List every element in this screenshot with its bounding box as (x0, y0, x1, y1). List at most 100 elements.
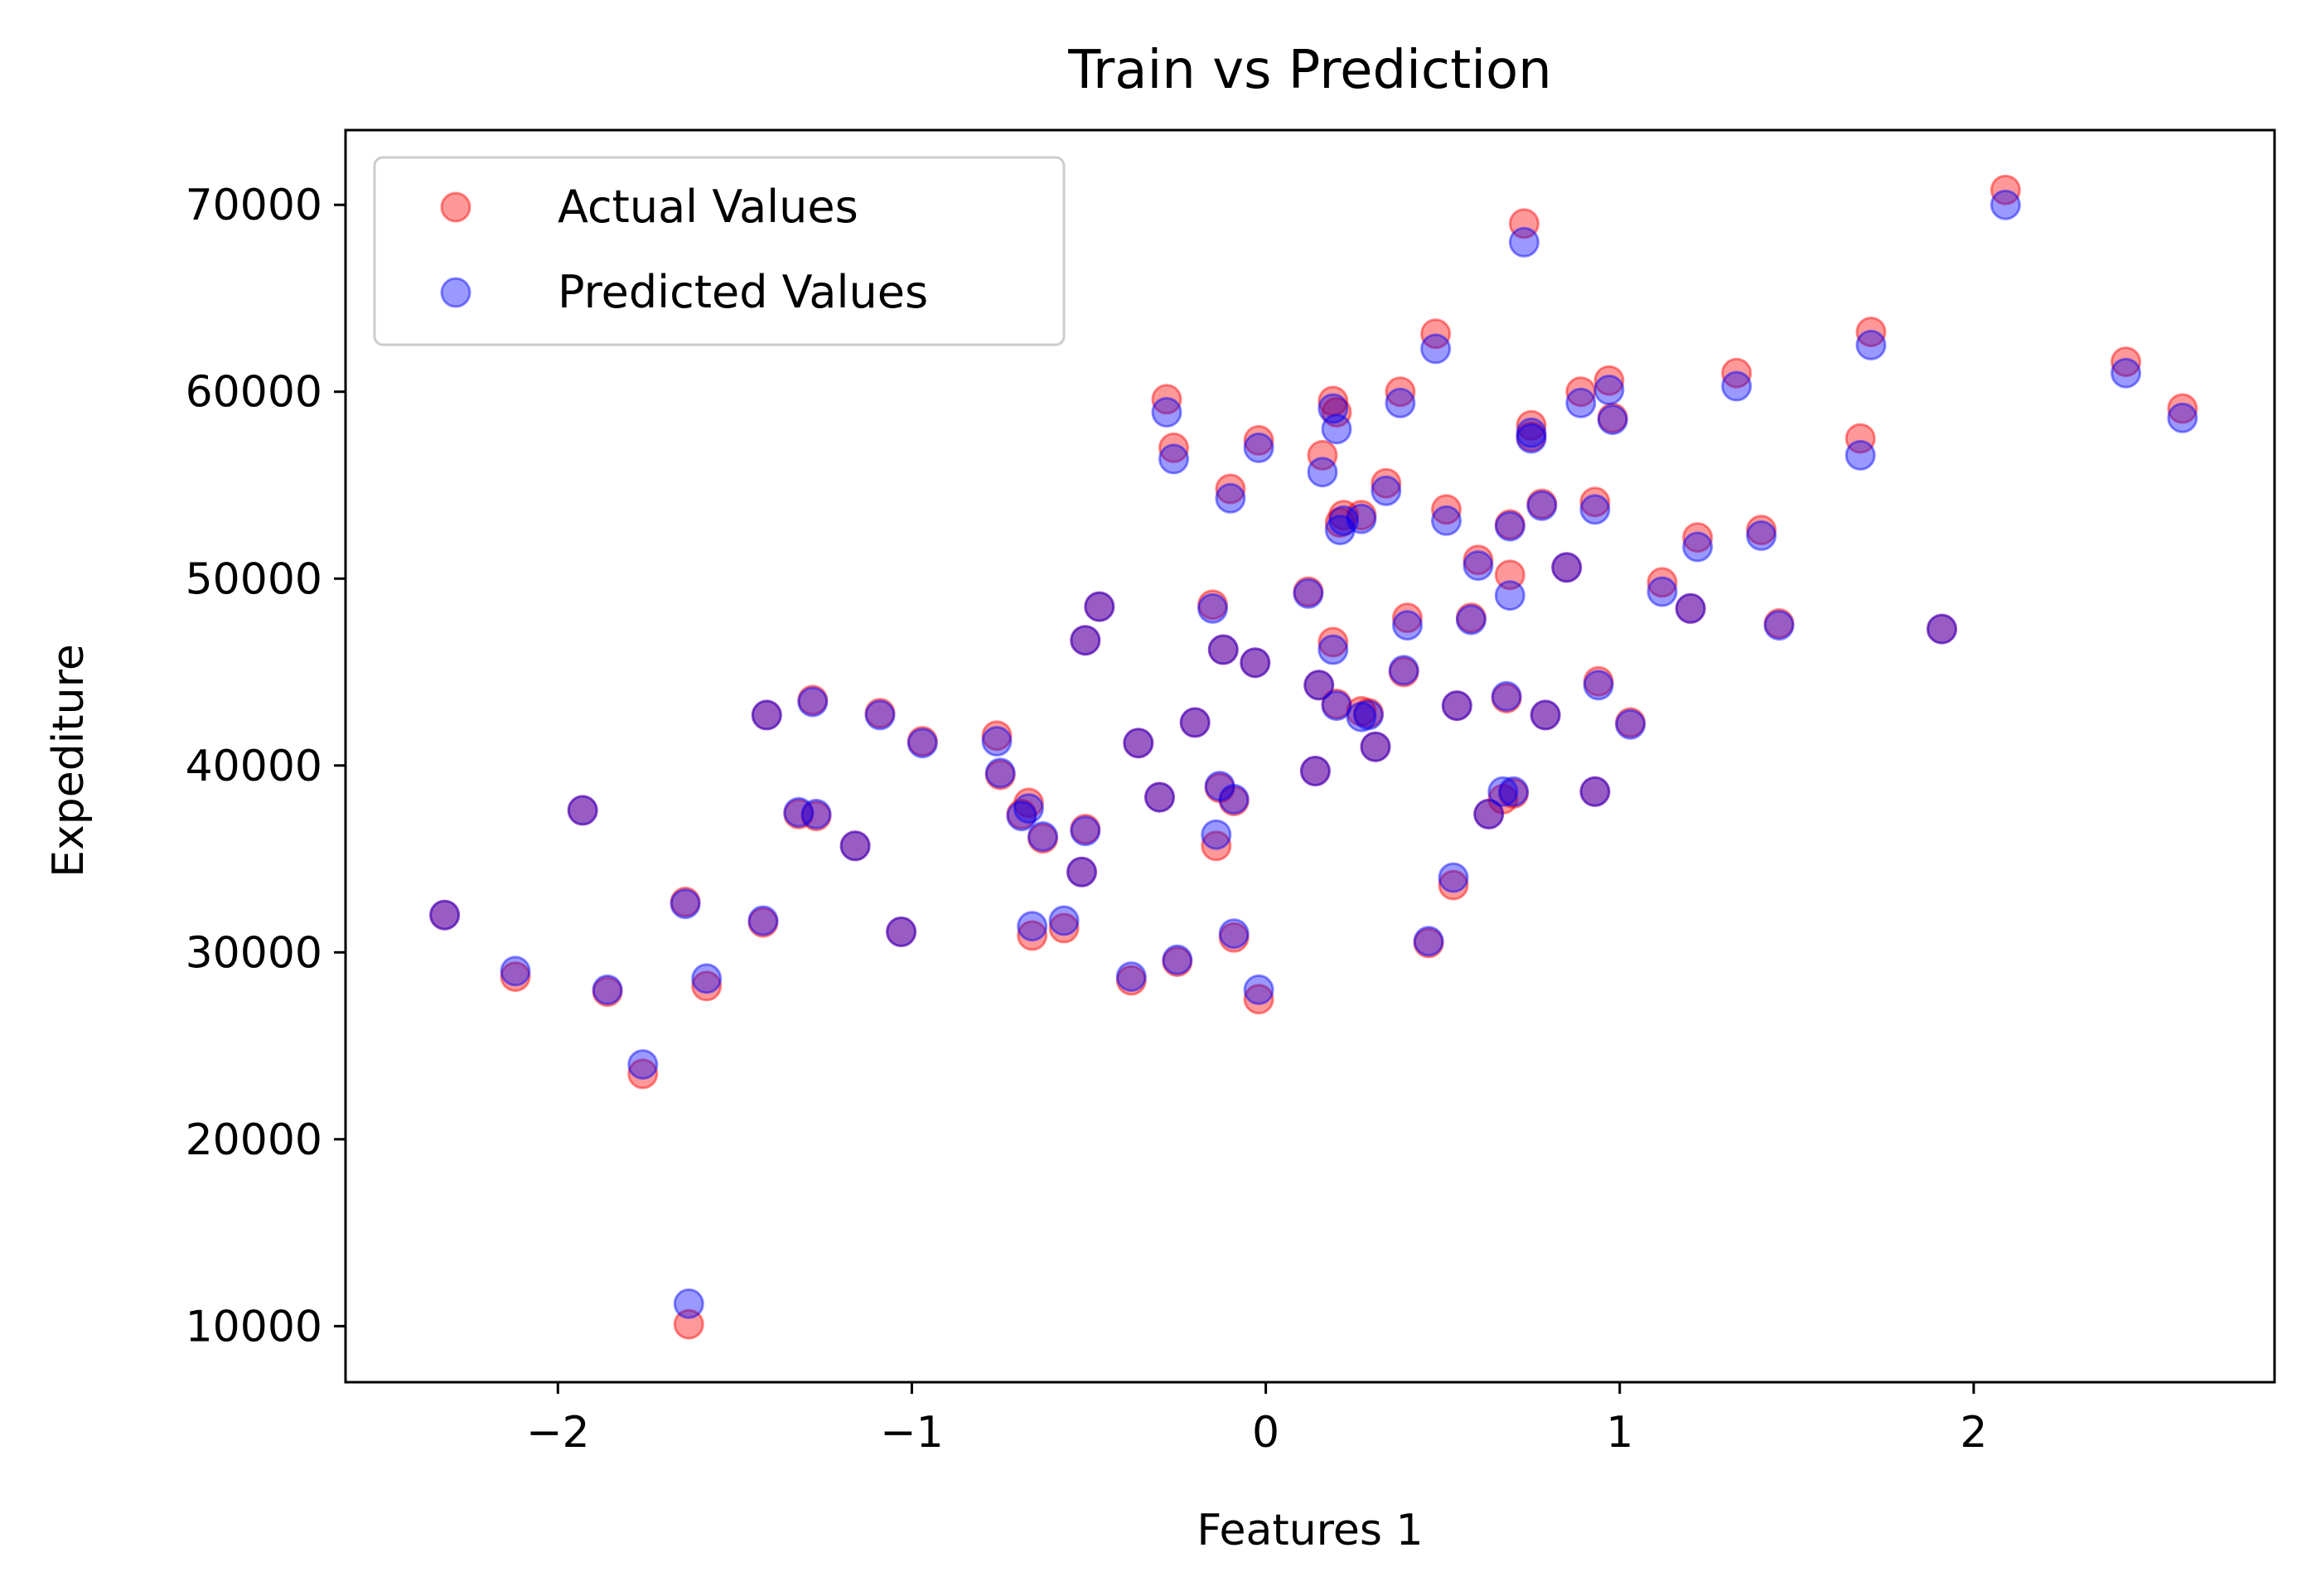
predicted-point (1353, 699, 1384, 731)
y-tick-label: 50000 (186, 554, 322, 604)
predicted-point (1328, 505, 1360, 536)
predicted-point (1413, 926, 1444, 957)
predicted-point (1317, 634, 1349, 665)
predicted-point (1989, 189, 2021, 220)
predicted-point (1218, 918, 1250, 950)
actual-point (1597, 402, 1628, 433)
predicted-point (1682, 531, 1714, 563)
predicted-point (1017, 911, 1048, 942)
predicted-point (1675, 592, 1706, 624)
predicted-point (1070, 625, 1101, 656)
actual-point (1494, 509, 1525, 540)
actual-point (1388, 656, 1419, 688)
actual-point (1579, 776, 1611, 807)
predicted-point (1207, 634, 1239, 665)
predicted-point (1371, 475, 1402, 506)
actual-point (1579, 486, 1611, 518)
actual-point (429, 899, 461, 931)
x-tick-label: 2 (1960, 1408, 1987, 1458)
actual-point (1508, 208, 1540, 239)
ticks-layer: −2 −1 0 1 2 10000 20000 30000 40000 50000 60000 700… (186, 181, 1988, 1458)
points-layer (429, 174, 2198, 1340)
predicted-point (797, 686, 829, 718)
predicted-point (981, 726, 1013, 757)
predicted-point (2110, 357, 2142, 389)
predicted-point (1455, 604, 1487, 636)
predicted-point (1420, 333, 1452, 365)
actual-point (981, 720, 1013, 752)
actual-point (627, 1058, 659, 1090)
predicted-point (864, 699, 896, 731)
actual-point (1115, 965, 1147, 996)
predicted-point (1392, 610, 1423, 641)
predicted-point (1530, 699, 1561, 731)
actual-point (1321, 688, 1352, 719)
y-tick-label: 10000 (186, 1302, 322, 1352)
actual-point (1763, 607, 1795, 639)
predicted-point (1360, 731, 1391, 762)
actual-point (1473, 798, 1505, 829)
actual-point (1360, 731, 1391, 762)
predicted-point (627, 1049, 659, 1081)
actual-point (1989, 174, 2021, 206)
actual-point (1441, 690, 1472, 722)
actual-point (1066, 856, 1097, 887)
predicted-point (1593, 375, 1625, 405)
x-tick-label: −1 (880, 1408, 944, 1458)
predicted-point (1473, 798, 1505, 829)
predicted-point (691, 963, 723, 994)
actual-point (1307, 439, 1338, 471)
actual-point (1299, 756, 1331, 786)
actual-point (1048, 912, 1080, 944)
predicted-point (1551, 552, 1583, 583)
legend: Actual Values Predicted Values (373, 156, 1066, 346)
predicted-point (2167, 402, 2198, 433)
actual-point (1431, 494, 1462, 525)
predicted-point (1491, 680, 1522, 712)
predicted-point (1385, 387, 1416, 418)
predicted-point (1508, 226, 1540, 258)
chart-title: Train vs Prediction (1067, 40, 1551, 101)
legend-box (373, 156, 1066, 346)
actual-point (1328, 500, 1360, 531)
y-tick-label: 60000 (186, 368, 322, 418)
predicted-point (1646, 576, 1678, 607)
predicted-point (839, 830, 871, 862)
actual-point (1317, 385, 1349, 417)
actual-point (839, 830, 871, 862)
actual-point (1551, 552, 1583, 583)
actual-point (1593, 365, 1625, 396)
predicted-point (1487, 776, 1519, 807)
predicted-point (1197, 592, 1228, 624)
actual-point (1746, 515, 1777, 546)
predicted-point (800, 798, 832, 829)
actual-point (1321, 397, 1352, 428)
predicted-point (1307, 457, 1338, 488)
predicted-point (1579, 494, 1611, 525)
actual-point (673, 1308, 704, 1340)
actual-point (1346, 695, 1377, 727)
predicted-point (1438, 862, 1469, 893)
actual-point (1084, 591, 1115, 622)
x-tick-label: 1 (1606, 1408, 1633, 1458)
actual-point (2167, 393, 2198, 424)
actual-point (1070, 625, 1101, 656)
predicted-point (1615, 709, 1646, 740)
predicted-point (1494, 510, 1525, 542)
predicted-point (1855, 329, 1887, 360)
actual-point (1346, 500, 1377, 531)
actual-point (1855, 317, 1887, 348)
predicted-point (670, 888, 701, 920)
predicted-point (1204, 771, 1235, 802)
predicted-point (1844, 439, 1876, 471)
actual-point (1197, 589, 1228, 621)
predicted-point (1027, 821, 1058, 852)
predicted-point (1927, 613, 1957, 645)
actual-point (886, 916, 917, 947)
y-tick-label: 70000 (186, 181, 322, 230)
predicted-point (1388, 655, 1419, 686)
predicted-point (1299, 756, 1331, 786)
predicted-point (751, 699, 782, 731)
actual-point (1371, 467, 1402, 499)
predicted-point (1084, 591, 1115, 622)
